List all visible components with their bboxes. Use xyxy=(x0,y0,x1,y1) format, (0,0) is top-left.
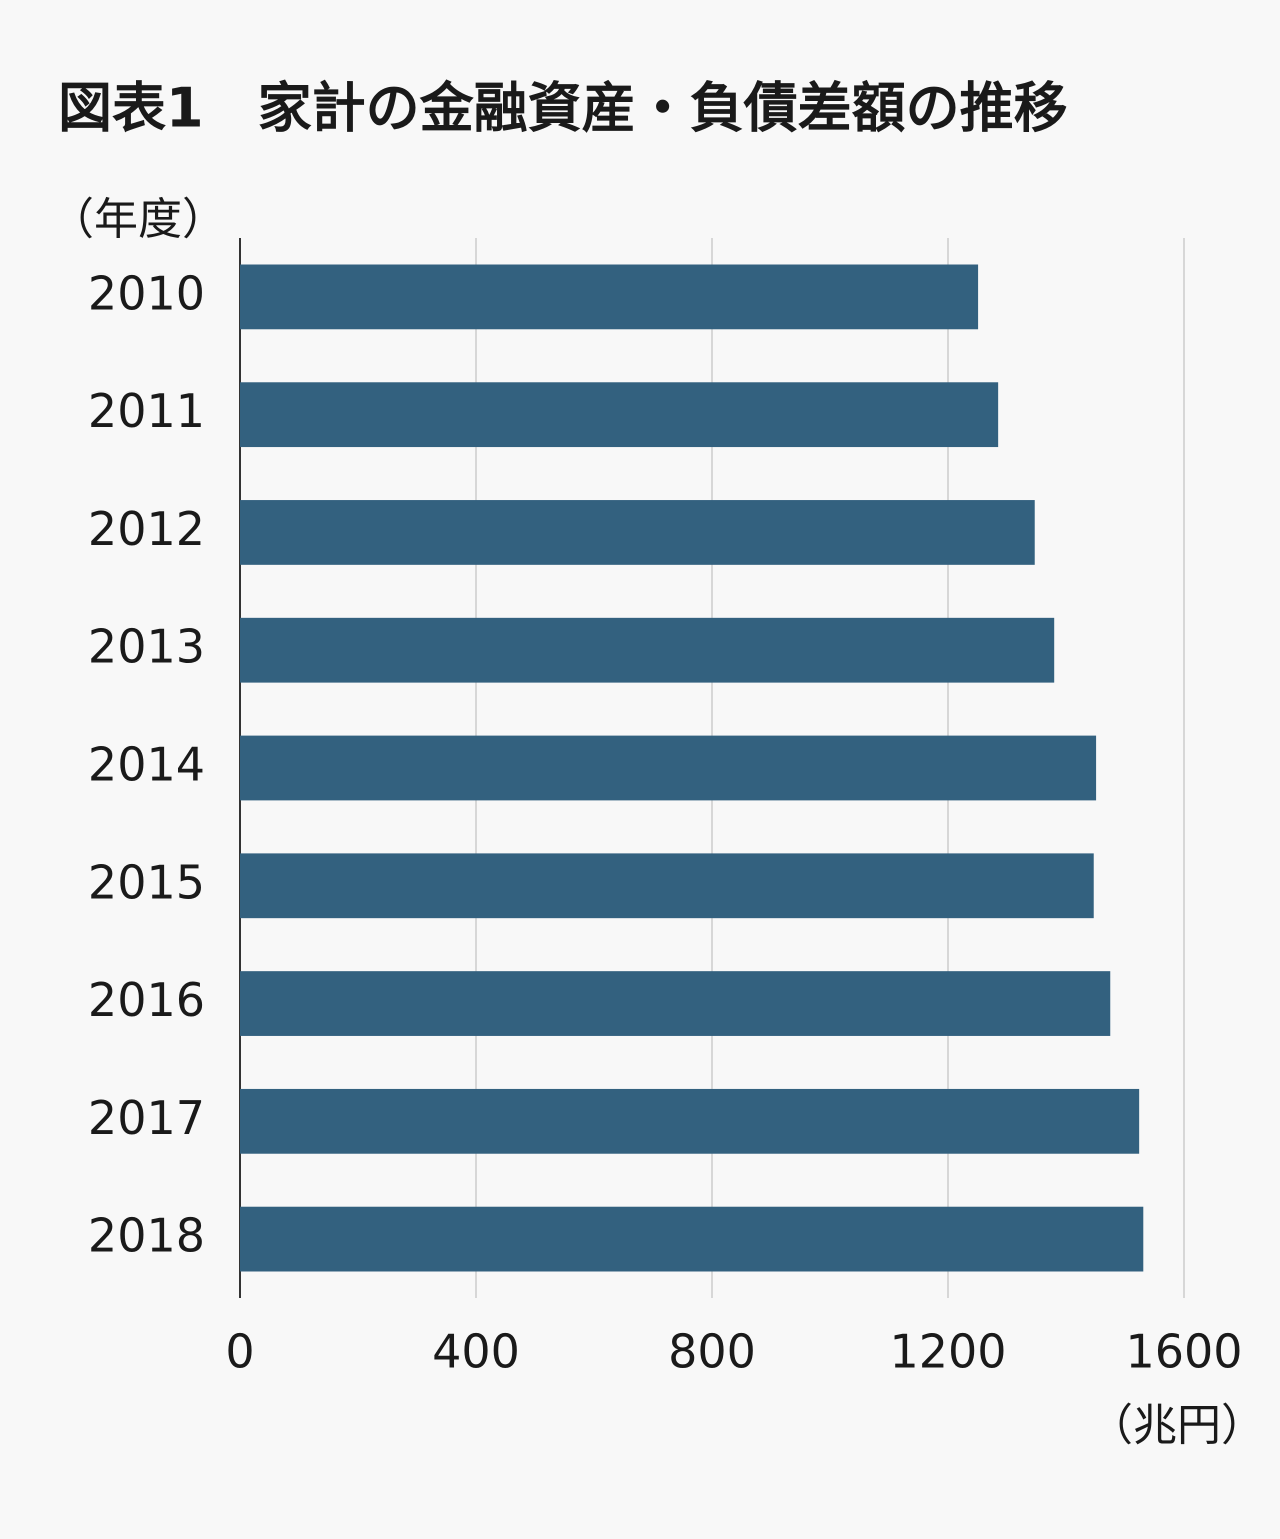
bar xyxy=(240,617,1055,683)
x-tick-label: 400 xyxy=(432,1325,520,1379)
bar xyxy=(240,382,999,448)
y-tick-label: 2016 xyxy=(88,973,205,1027)
x-tick-label: 0 xyxy=(225,1325,254,1379)
bar xyxy=(240,1206,1144,1272)
y-tick-label: 2011 xyxy=(88,384,205,438)
bar xyxy=(240,264,979,330)
y-tick-label: 2014 xyxy=(88,738,205,792)
bar xyxy=(240,735,1097,801)
bar xyxy=(240,500,1035,565)
y-tick-label: 2018 xyxy=(88,1209,205,1263)
bar xyxy=(240,853,1094,919)
x-tick-label: 1600 xyxy=(1125,1325,1242,1379)
x-tick-label: 800 xyxy=(668,1325,756,1379)
y-axis-label: （年度） xyxy=(50,194,226,245)
y-tick-label: 2015 xyxy=(88,855,205,909)
bar xyxy=(240,971,1111,1036)
bar xyxy=(240,1088,1140,1154)
x-tick-label: 1200 xyxy=(889,1325,1006,1379)
x-axis-label: （兆円） xyxy=(1089,1400,1265,1451)
chart-title: 図表1 家計の金融資産・負債差額の推移 xyxy=(58,77,1068,140)
y-tick-label: 2017 xyxy=(88,1091,205,1145)
y-tick-label: 2012 xyxy=(88,502,205,556)
y-tick-label: 2010 xyxy=(88,266,205,320)
y-tick-label: 2013 xyxy=(88,620,205,674)
